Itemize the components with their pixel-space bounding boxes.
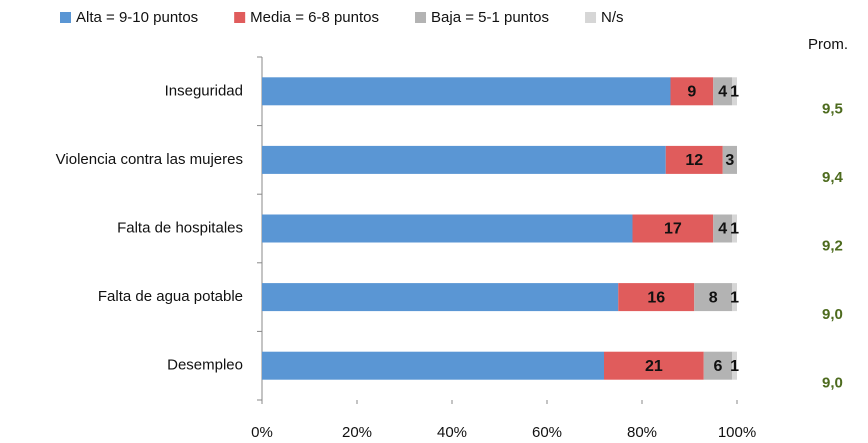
category-label: Falta de agua potable [98, 288, 243, 305]
bar-segment [262, 351, 604, 380]
bar-segment [732, 351, 737, 380]
category-label: Desempleo [167, 357, 243, 374]
bar-segment [262, 77, 671, 106]
category-label: Inseguridad [165, 82, 243, 99]
data-label: 16 [647, 289, 665, 306]
bar-segment [703, 351, 733, 380]
x-tick-label: 0% [251, 424, 273, 441]
data-label: 17 [664, 221, 682, 238]
bar-segment [732, 214, 737, 243]
data-label: 6 [714, 358, 723, 375]
average-value: 9,4 [822, 169, 844, 186]
bar-segment [262, 214, 633, 243]
x-tick-label: 60% [532, 424, 562, 441]
legend-swatch [234, 12, 246, 23]
bar-segment [618, 283, 695, 312]
data-label: 8 [709, 289, 718, 306]
x-tick-label: 80% [627, 424, 657, 441]
bar-segment [732, 283, 737, 312]
bar-segment [262, 283, 619, 312]
bar-segment [262, 145, 666, 174]
data-label: 1 [730, 358, 739, 375]
legend-label: Alta = 9-10 puntos [76, 9, 198, 26]
bar-segment [604, 351, 704, 380]
data-label: 3 [725, 152, 734, 169]
data-label: 4 [718, 221, 727, 238]
bar-segment [632, 214, 714, 243]
legend-swatch [585, 12, 597, 23]
x-tick-label: 40% [437, 424, 467, 441]
average-value: 9,2 [822, 237, 843, 254]
legend-swatch [415, 12, 427, 23]
average-value: 9,0 [822, 375, 843, 392]
bar-segment [713, 77, 733, 106]
data-label: 1 [730, 84, 739, 101]
data-label: 1 [730, 221, 739, 238]
bar-segment [722, 145, 737, 174]
data-label: 12 [685, 152, 703, 169]
data-label: 1 [730, 289, 739, 306]
legend-label: N/s [601, 9, 624, 26]
average-value: 9,5 [822, 100, 843, 117]
average-value: 9,0 [822, 306, 843, 323]
average-title: Prom. [808, 36, 848, 53]
legend-label: Baja = 5-1 puntos [431, 9, 549, 26]
bar-segment [665, 145, 723, 174]
category-label: Violencia contra las mujeres [56, 151, 243, 168]
bar-segment [694, 283, 733, 312]
x-tick-label: 100% [718, 424, 756, 441]
data-label: 21 [645, 358, 663, 375]
legend-label: Media = 6-8 puntos [250, 9, 379, 26]
bar-segment [713, 214, 733, 243]
legend-swatch [60, 12, 71, 23]
bar-segment [670, 77, 714, 106]
data-label: 4 [718, 84, 727, 101]
category-label: Falta de hospitales [117, 219, 243, 236]
data-label: 9 [687, 84, 696, 101]
x-tick-label: 20% [342, 424, 372, 441]
bar-segment [732, 77, 737, 106]
